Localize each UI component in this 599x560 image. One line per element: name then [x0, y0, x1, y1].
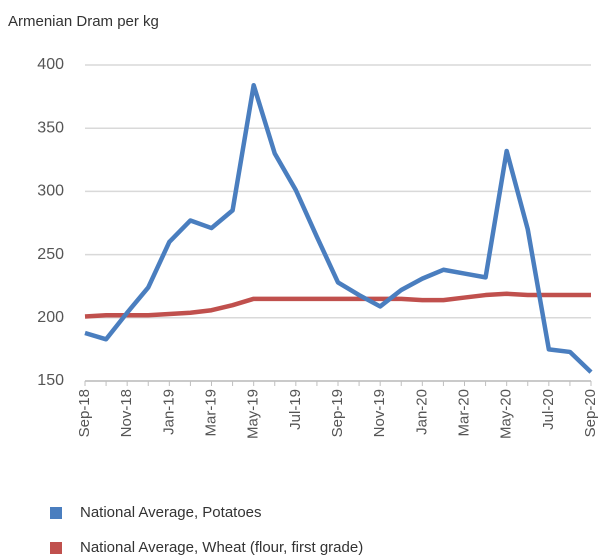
x-tick-label: Sep-20 [582, 389, 599, 437]
x-tick-label: Jul-20 [540, 389, 557, 430]
y-axis-label: Armenian Dram per kg [8, 13, 159, 30]
y-tick-label: 400 [37, 56, 64, 73]
legend-label: National Average, Potatoes [80, 504, 262, 521]
x-tick-label: Nov-18 [118, 389, 135, 437]
legend-swatch [50, 507, 62, 519]
x-tick-label: Mar-19 [202, 389, 219, 437]
y-tick-label: 200 [37, 309, 64, 326]
x-tick-label: May-19 [245, 389, 262, 439]
x-tick-label: Jan-19 [160, 389, 177, 435]
y-tick-label: 350 [37, 119, 64, 136]
legend-label: National Average, Wheat (flour, first gr… [80, 539, 363, 556]
y-tick-label: 250 [37, 246, 64, 263]
legend-swatch [50, 542, 62, 554]
line [84, 82, 593, 374]
x-tick-label: Nov-19 [371, 389, 388, 437]
y-tick-label: 150 [37, 372, 64, 389]
x-tick-label: Jan-20 [413, 389, 430, 435]
x-tick-label: May-20 [498, 389, 515, 439]
x-tick-label: Sep-18 [76, 389, 93, 437]
x-tick-label: Jul-19 [287, 389, 304, 430]
line [84, 291, 591, 319]
y-tick-label: 300 [37, 183, 64, 200]
x-tick-label: Mar-20 [455, 389, 472, 437]
x-tick-label: Sep-19 [329, 389, 346, 437]
